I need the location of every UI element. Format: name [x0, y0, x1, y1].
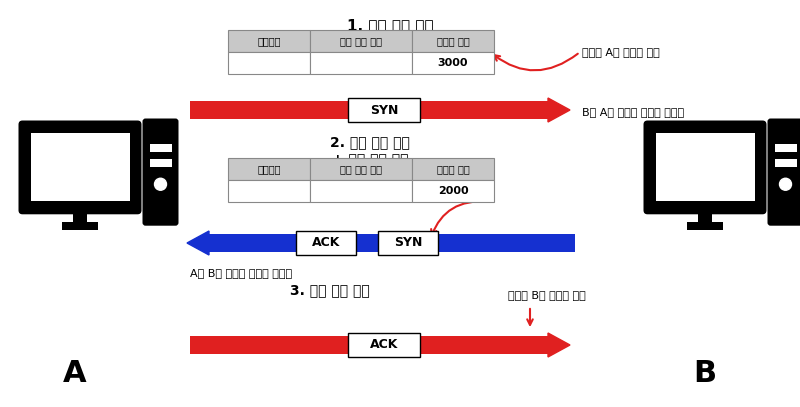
FancyBboxPatch shape — [190, 336, 548, 354]
Text: 2000: 2000 — [438, 186, 468, 196]
FancyBboxPatch shape — [296, 231, 356, 255]
FancyBboxPatch shape — [310, 180, 412, 202]
FancyBboxPatch shape — [73, 210, 87, 222]
FancyBboxPatch shape — [412, 180, 494, 202]
FancyBboxPatch shape — [412, 52, 494, 74]
Polygon shape — [548, 98, 570, 122]
Circle shape — [779, 178, 791, 190]
Text: 윈도우 크기: 윈도우 크기 — [437, 36, 470, 46]
FancyBboxPatch shape — [412, 158, 494, 180]
FancyBboxPatch shape — [150, 159, 171, 167]
Text: 3000: 3000 — [438, 58, 468, 68]
Text: 일련번호: 일련번호 — [258, 36, 281, 46]
FancyBboxPatch shape — [774, 159, 797, 167]
Text: 확인 응답 번호: 확인 응답 번호 — [340, 164, 382, 174]
Text: B는 A의 윈도우 크기를 알게됨: B는 A의 윈도우 크기를 알게됨 — [582, 107, 684, 117]
Text: 윈도우 크기: 윈도우 크기 — [437, 164, 470, 174]
Text: SYN: SYN — [370, 103, 398, 116]
FancyBboxPatch shape — [190, 101, 548, 119]
FancyBboxPatch shape — [228, 30, 310, 52]
Text: ACK: ACK — [370, 339, 398, 352]
FancyBboxPatch shape — [62, 222, 98, 230]
Text: 일련번호: 일련번호 — [258, 164, 281, 174]
FancyBboxPatch shape — [310, 158, 412, 180]
Text: 컴퓨터 A의 윈도우 크기: 컴퓨터 A의 윈도우 크기 — [582, 47, 660, 57]
FancyBboxPatch shape — [348, 98, 420, 122]
FancyBboxPatch shape — [412, 30, 494, 52]
FancyBboxPatch shape — [348, 333, 420, 357]
Text: 1. 연결 확립 요청: 1. 연결 확립 요청 — [346, 18, 434, 33]
FancyBboxPatch shape — [310, 30, 412, 52]
Polygon shape — [187, 231, 209, 255]
FancyBboxPatch shape — [228, 180, 310, 202]
FancyBboxPatch shape — [228, 158, 310, 180]
Text: 확인 응답 번호: 확인 응답 번호 — [340, 36, 382, 46]
FancyBboxPatch shape — [18, 120, 142, 214]
FancyBboxPatch shape — [687, 222, 723, 230]
FancyBboxPatch shape — [228, 52, 310, 74]
Polygon shape — [548, 333, 570, 357]
Text: SYN: SYN — [394, 236, 422, 249]
FancyBboxPatch shape — [150, 144, 171, 152]
Text: B: B — [694, 359, 717, 388]
FancyBboxPatch shape — [378, 231, 438, 255]
Circle shape — [154, 178, 166, 190]
Text: 3. 연결 확립 응답: 3. 연결 확립 응답 — [290, 283, 370, 297]
FancyBboxPatch shape — [209, 234, 575, 252]
FancyBboxPatch shape — [142, 118, 178, 226]
FancyBboxPatch shape — [310, 52, 412, 74]
FancyBboxPatch shape — [655, 133, 754, 201]
FancyBboxPatch shape — [767, 118, 800, 226]
FancyBboxPatch shape — [774, 144, 797, 152]
Text: A는 B의 윈도우 크기를 알게됨: A는 B의 윈도우 크기를 알게됨 — [190, 268, 292, 278]
FancyBboxPatch shape — [30, 133, 130, 201]
FancyBboxPatch shape — [643, 120, 766, 214]
Text: 컴퓨터 B의 윈도우 크기: 컴퓨터 B의 윈도우 크기 — [508, 290, 586, 300]
Text: A: A — [63, 359, 87, 388]
Text: ACK: ACK — [312, 236, 340, 249]
FancyBboxPatch shape — [698, 210, 712, 222]
Text: 2. 연결 확립 응답
+ 연결 확립 요청: 2. 연결 확립 응답 + 연결 확립 요청 — [330, 135, 410, 167]
